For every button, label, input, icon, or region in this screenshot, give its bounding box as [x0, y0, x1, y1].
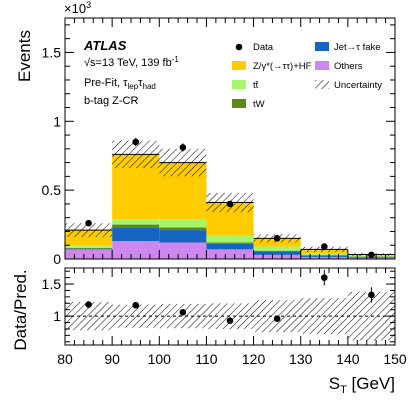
ratio-point-6 — [368, 291, 375, 299]
bar-others-bin-0 — [65, 249, 113, 259]
ratio-plot-frame — [64, 267, 396, 346]
bar-jet-fake-bin-3 — [206, 243, 254, 250]
legend-tw-swatch — [232, 99, 246, 108]
ratio-point-0 — [85, 301, 92, 308]
legend-zhf-swatch — [232, 61, 246, 70]
legend-data-marker — [235, 43, 243, 51]
legend-ttbar-swatch — [232, 80, 246, 89]
data-point-0 — [85, 219, 92, 227]
legend-unc-label: Uncertainty — [334, 80, 382, 91]
legend-tw-label: tW — [253, 99, 265, 110]
data-point-3 — [226, 200, 234, 208]
legend-data-label: Data — [253, 42, 274, 53]
bar-jet-fake-bin-4 — [253, 251, 301, 255]
ratio-y-axis-title: Data/Pred. — [11, 269, 30, 350]
x-tick-label-3: 110 — [195, 351, 218, 367]
ratio-point-1 — [132, 301, 140, 309]
bar-tt--bin-5 — [300, 253, 348, 256]
data-points — [85, 137, 375, 259]
x-tick-label-7: 150 — [383, 351, 407, 367]
atlas-label: ATLAS — [83, 38, 127, 53]
bar-tw-bin-1 — [112, 224, 160, 228]
bar-tt--bin-3 — [206, 235, 254, 243]
bar-jet-fake-bin-2 — [159, 230, 207, 243]
bar-others-bin-3 — [206, 249, 254, 259]
x-tick-label-6: 140 — [336, 351, 360, 367]
ratio-point-4 — [273, 315, 281, 322]
x-tick-label-1: 90 — [104, 351, 120, 367]
data-point-6 — [368, 251, 375, 259]
bar-tw-bin-4 — [253, 250, 301, 252]
bar-jet-fake-bin-0 — [65, 248, 113, 250]
bar-tw-bin-0 — [65, 247, 113, 249]
ratio-ticks: 1 1.5 80 90 100 110 120 130 140 150 — [42, 268, 407, 367]
bar-jet-fake-bin-1 — [112, 227, 160, 242]
region-label: b-tag Z-CR — [84, 95, 138, 107]
data-point-4 — [273, 235, 281, 242]
legend-others-swatch — [315, 61, 329, 70]
ratio-points — [85, 269, 375, 324]
unc-bin-2 — [159, 148, 207, 177]
ratio-point-3 — [226, 317, 234, 324]
main-plot-frame — [64, 17, 396, 260]
bar-tt--bin-4 — [253, 246, 301, 251]
x-tick-label-5: 130 — [289, 351, 313, 367]
energy-label: √s=13 TeV, 139 fb-1 — [84, 55, 179, 69]
legend: Data Jet→τ fake Z/γ*(→ττ)+HF Others tt̄ … — [232, 42, 382, 110]
bar-jet-fake-bin-5 — [300, 255, 348, 257]
bar-tw-bin-3 — [206, 242, 254, 244]
x-tick-label-0: 80 — [57, 351, 73, 367]
ratio-ytick-label-0: 1 — [53, 308, 61, 324]
data-point-2 — [179, 144, 187, 151]
unc-bin-0 — [65, 223, 113, 237]
main-ytick-label-2: 1 — [53, 113, 61, 129]
bar-tw-bin-2 — [159, 227, 207, 231]
bar-tt--bin-1 — [112, 219, 160, 225]
legend-others-label: Others — [334, 61, 363, 72]
ratio-ytick-label-1: 1.5 — [42, 276, 62, 292]
legend-jetfake-swatch — [315, 42, 329, 51]
data-point-5 — [320, 243, 328, 250]
main-ytick-label-3: 1.5 — [42, 44, 62, 60]
bar-tt--bin-2 — [159, 219, 207, 228]
legend-ttbar-label: tt̄ — [253, 80, 259, 91]
bar-others-bin-5 — [300, 256, 348, 259]
legend-jetfake-label: Jet→τ fake — [334, 42, 381, 53]
ratio-point-5 — [320, 274, 328, 281]
legend-unc-swatch — [315, 80, 329, 89]
bar-others-bin-2 — [159, 242, 207, 259]
main-ytick-label-1: 0.5 — [42, 182, 62, 198]
legend-zhf-label: Z/γ*(→ττ)+HF — [253, 61, 312, 72]
data-point-1 — [132, 138, 140, 146]
bar-others-bin-6 — [347, 257, 395, 259]
bar-others-bin-4 — [253, 254, 301, 259]
bar-tt--bin-0 — [65, 245, 113, 248]
bar-others-bin-1 — [112, 241, 160, 259]
y-axis-title: Events — [15, 30, 34, 82]
x-axis-title: ST [GeV] — [329, 374, 395, 396]
main-ytick-label-0: 0 — [53, 251, 61, 267]
x-tick-label-4: 120 — [242, 351, 266, 367]
fit-label: Pre-Fit, τlepτhad — [84, 77, 156, 91]
x-tick-label-2: 100 — [148, 351, 172, 367]
ratio-point-2 — [179, 308, 187, 316]
y-multiplier: ×103 — [64, 0, 91, 16]
ratio-band-bin-1 — [112, 304, 160, 328]
